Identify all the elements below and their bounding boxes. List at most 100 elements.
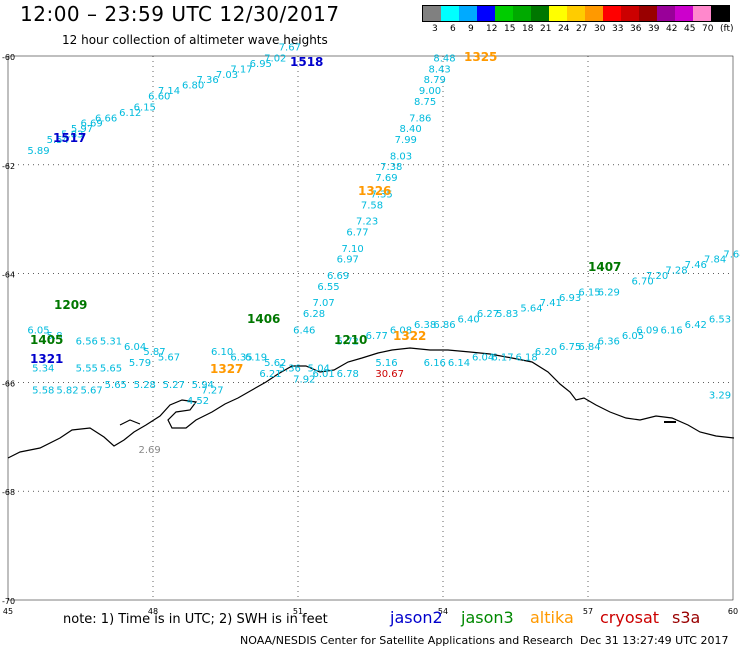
legend-label: 42: [666, 24, 678, 34]
wave-height-label: 5.58: [32, 385, 54, 396]
wave-height-label: 7.03: [216, 70, 238, 81]
lat-tick-label: -60: [2, 53, 15, 62]
wave-height-label: 5.67: [158, 353, 180, 364]
track-id-label: 1209: [54, 298, 87, 312]
lat-tick-label: -70: [2, 597, 15, 606]
legend-swatch: [675, 5, 693, 22]
wave-height-label: 6.66: [95, 113, 117, 124]
wave-height-label: 6.16: [424, 358, 446, 369]
wave-height-label: 7.46: [685, 260, 707, 271]
track-id-label: 1518: [290, 55, 323, 69]
legend-labels: 3 6 9 12 15 18 21 24 27 30 33 36 39 42 45 70 (ft): [422, 22, 734, 34]
wave-height-label: 6.80: [182, 81, 204, 92]
wave-height-label: 7.36: [197, 75, 219, 86]
legend-label: 21: [540, 24, 552, 34]
wave-height-label: 8.03: [390, 151, 412, 162]
wave-height-label: 6.09: [636, 325, 658, 336]
legend-swatch: [657, 5, 675, 22]
wave-height-label: 6.75: [559, 342, 581, 353]
wave-height-label: 6.93: [559, 293, 581, 304]
wave-height-label: 6.05: [622, 331, 644, 342]
wave-height-label: 5.83: [61, 130, 83, 141]
wave-height-label: 6.78: [337, 369, 359, 380]
legend-swatch: [567, 5, 585, 22]
wave-height-label: 5.79: [129, 358, 151, 369]
lon-tick-label: 48: [148, 607, 158, 616]
wave-height-label: 6.77: [366, 331, 388, 342]
track-id-label: 1321: [30, 352, 63, 366]
track-id-label: 1322: [393, 329, 426, 343]
wave-height-label: 5.28: [134, 380, 156, 391]
lat-tick-label: -66: [2, 379, 15, 388]
wave-height-label: 6.95: [250, 59, 272, 70]
track-1407: 7.647.847.467.287.206.70 6.296.156.937.41…: [337, 249, 740, 347]
legend-swatch: [621, 5, 639, 22]
wave-height-label: 5.16: [375, 358, 397, 369]
lat-tick-label: -64: [2, 271, 15, 280]
wave-height-label: 6.38: [414, 320, 436, 331]
wave-height-label: 6.27: [477, 309, 499, 320]
wave-height-label: 7.07: [313, 298, 335, 309]
track-1209: 6.055.8 6.56 5.31 6.045.87 1209: [27, 298, 165, 358]
wave-height-label: 3.29: [709, 391, 731, 402]
legend-label: 36: [630, 24, 642, 34]
wave-height-label: 6.36: [598, 336, 620, 347]
track-1326: 1326: [358, 184, 391, 198]
wave-height-label: 6.53: [709, 315, 731, 326]
wave-height-label: 5.62: [264, 358, 286, 369]
wave-height-label: 6.12: [119, 108, 141, 119]
wave-height-label: 7.58: [361, 200, 383, 211]
wave-height-label: 5.55: [76, 364, 98, 375]
footer-timestamp: Dec 31 13:27:49 UTC 2017: [580, 634, 729, 647]
wave-height-label: 6.08: [390, 325, 412, 336]
legend-label: (ft): [720, 24, 734, 34]
wave-height-label: 6.10: [211, 347, 233, 358]
track-misc: 3.29 2.69: [139, 391, 732, 456]
wave-height-label: 6.86: [433, 320, 455, 331]
track-id-label: 1327: [210, 362, 243, 376]
wave-height-label: 5.64: [520, 304, 542, 315]
legend-label: 45: [684, 24, 696, 34]
track-id-label: 1325: [464, 50, 497, 64]
altimeter-tracks: 5.895.545.835.976.696.66 6.126.156.607.14…: [27, 43, 740, 457]
wave-height-label: 7.64: [723, 249, 740, 260]
page-title: 12:00 – 23:59 UTC 12/30/2017: [20, 2, 340, 26]
wave-height-label: 6.69: [81, 119, 103, 130]
lon-tick-label: 54: [438, 607, 448, 616]
wave-height-label: 5.04: [308, 364, 330, 375]
legend-swatch: [495, 5, 513, 22]
wave-height-label: 6.15: [134, 102, 156, 113]
wave-height-label: 6.17: [491, 353, 513, 364]
wave-height-label: 7.41: [540, 298, 562, 309]
wave-height-label: 6.46: [293, 325, 315, 336]
satellite-s3a-label: s3a: [672, 608, 701, 627]
legend-swatch: [711, 5, 730, 22]
wave-height-label: 7.10: [342, 244, 364, 255]
wave-height-label: 7.69: [375, 173, 397, 184]
wave-height-label: 6.21: [259, 369, 281, 380]
wave-height-label: 5.72: [337, 336, 359, 347]
wave-height-label: 6.28: [303, 309, 325, 320]
wave-height-label: 5.87: [143, 347, 165, 358]
wave-height-label: 8.43: [429, 64, 451, 75]
wave-height-label: 6.97: [337, 255, 359, 266]
wave-height-label: 7.86: [409, 113, 431, 124]
wave-height-label: 6.15: [578, 287, 600, 298]
wave-height-label: 6.35: [230, 353, 252, 364]
lon-tick-label: 57: [583, 607, 593, 616]
wave-height-label: 5.82: [56, 385, 78, 396]
satellite-altika-label: altika: [530, 608, 574, 627]
wave-height-label: 4.52: [187, 396, 209, 407]
track-1327: 4.52 1327: [187, 362, 244, 407]
wave-height-label: 6.04: [124, 342, 146, 353]
wave-height-label: 8.48: [433, 53, 455, 64]
wave-height-label: 5.89: [27, 146, 49, 157]
track-1518: 5.895.545.835.976.696.66 6.126.156.607.14…: [27, 43, 323, 157]
wave-height-label: 6.40: [458, 315, 480, 326]
wave-height-label: 8.75: [414, 97, 436, 108]
wave-height-label: 6.55: [317, 282, 339, 293]
wave-height-label: 6.29: [598, 287, 620, 298]
wave-height-label: 7.38: [380, 162, 402, 173]
legend-swatch: [477, 5, 495, 22]
lon-tick-label: 60: [728, 607, 738, 616]
